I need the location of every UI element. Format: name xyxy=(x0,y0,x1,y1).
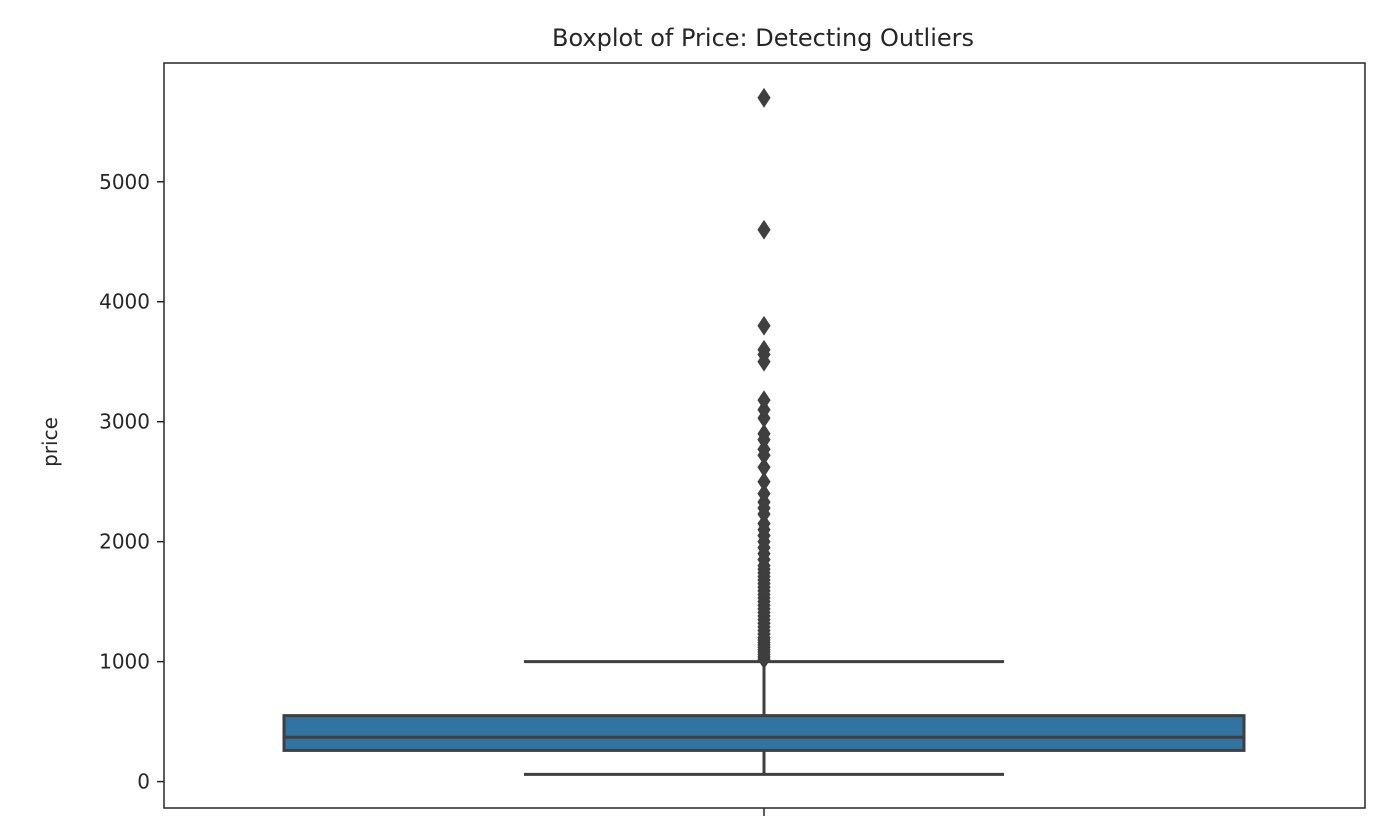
outlier-point xyxy=(757,390,771,411)
plot-area-frame xyxy=(163,62,1366,809)
chart-title: Boxplot of Price: Detecting Outliers xyxy=(552,24,974,52)
outlier-point xyxy=(757,339,771,360)
y-tick-label: 2000 xyxy=(99,530,150,554)
outlier-point xyxy=(757,483,771,504)
iqr-box xyxy=(282,714,1246,752)
y-tick-label: 4000 xyxy=(99,290,150,314)
y-axis-label: price xyxy=(38,417,62,467)
outlier-point xyxy=(757,457,771,478)
outlier-point xyxy=(757,423,771,444)
outliers xyxy=(757,87,771,670)
y-tick-label: 5000 xyxy=(99,170,150,194)
outlier-point xyxy=(757,87,771,108)
y-tick-label: 1000 xyxy=(99,650,150,674)
outlier-point xyxy=(757,471,771,492)
y-tick-label: 3000 xyxy=(99,410,150,434)
y-tick-label: 0 xyxy=(137,770,150,794)
outlier-point xyxy=(757,219,771,240)
y-axis: 0 1000 2000 3000 4000 5000 xyxy=(99,170,164,794)
outlier-point xyxy=(757,315,771,336)
box-group xyxy=(282,714,1246,752)
